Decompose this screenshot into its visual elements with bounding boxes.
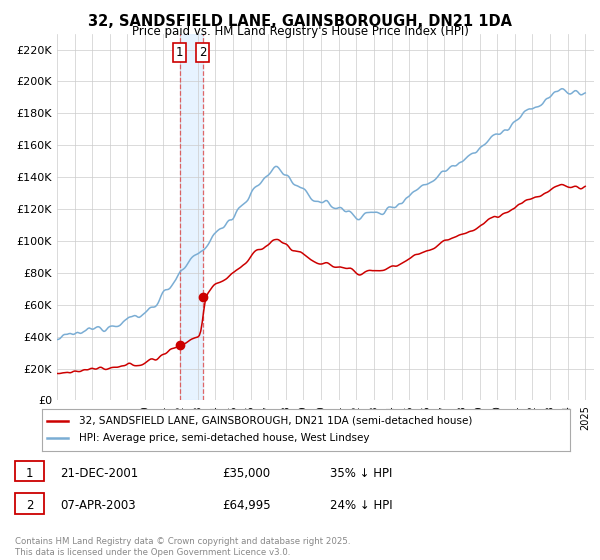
FancyBboxPatch shape [15,461,44,482]
Text: 1: 1 [176,46,184,59]
Text: 35% ↓ HPI: 35% ↓ HPI [330,466,392,480]
Text: 1: 1 [26,466,33,480]
Text: 32, SANDSFIELD LANE, GAINSBOROUGH, DN21 1DA (semi-detached house): 32, SANDSFIELD LANE, GAINSBOROUGH, DN21 … [79,416,472,426]
Text: 2: 2 [26,500,33,512]
Text: 2: 2 [199,46,206,59]
Text: 32, SANDSFIELD LANE, GAINSBOROUGH, DN21 1DA: 32, SANDSFIELD LANE, GAINSBOROUGH, DN21 … [88,14,512,29]
FancyBboxPatch shape [15,493,44,514]
Text: 07-APR-2003: 07-APR-2003 [60,500,136,512]
Text: £64,995: £64,995 [222,500,271,512]
Text: Price paid vs. HM Land Registry's House Price Index (HPI): Price paid vs. HM Land Registry's House … [131,25,469,38]
Bar [180,34,203,400]
Text: Contains HM Land Registry data © Crown copyright and database right 2025.
This d: Contains HM Land Registry data © Crown c… [15,537,350,557]
Text: 21-DEC-2001: 21-DEC-2001 [60,466,138,480]
Text: £35,000: £35,000 [222,466,270,480]
Text: HPI: Average price, semi-detached house, West Lindsey: HPI: Average price, semi-detached house,… [79,433,370,443]
Text: 24% ↓ HPI: 24% ↓ HPI [330,500,392,512]
